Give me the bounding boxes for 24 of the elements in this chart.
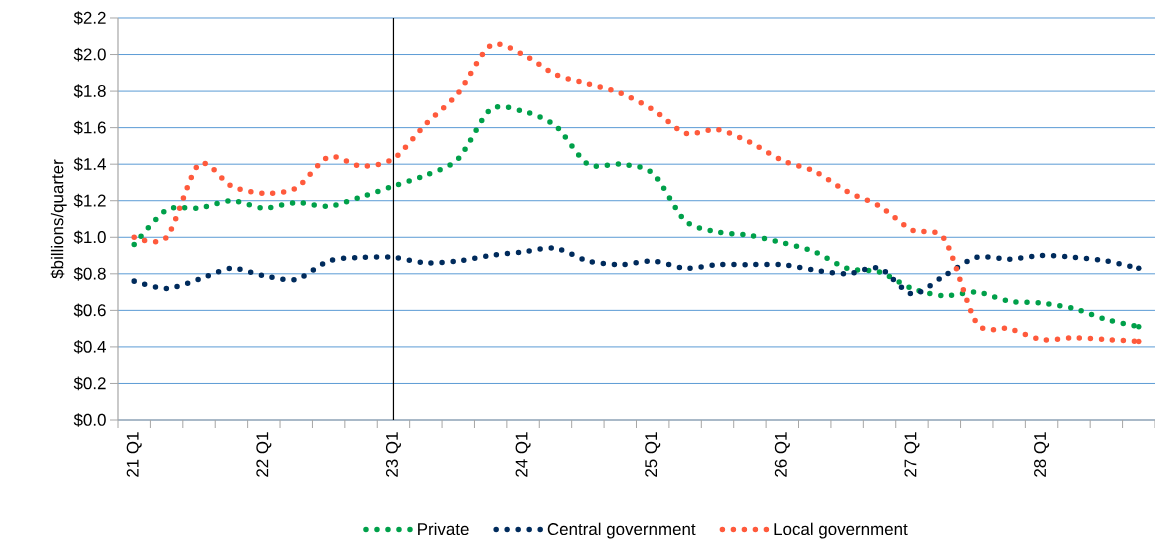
x-tick-label: 27 Q1 [904,432,920,477]
y-tick-label: $0.0 [73,413,106,427]
y-tick-label: $2.0 [73,47,106,62]
x-tick-label: 26 Q1 [774,432,790,477]
y-tick-label: $2.2 [73,11,106,25]
y-tick-label: $0.6 [73,303,106,318]
x-tick-label: 23 Q1 [385,432,401,477]
y-tick-label: $0.4 [73,340,106,354]
legend-label: Central government [547,522,696,539]
legend-label: Local government [774,522,908,539]
x-tick-label: 24 Q1 [515,432,531,477]
y-tick-label: $0.8 [73,266,106,281]
y-tick-label: $1.8 [73,84,106,98]
x-tick-label: 25 Q1 [645,432,661,477]
x-tick-label: 28 Q1 [1034,432,1050,477]
legend-label: Private [418,522,469,536]
y-tick-label: $1.2 [73,193,106,208]
y-tick-label: $0.2 [73,376,106,391]
y-tick-label: $1.4 [73,157,106,172]
y-tick-label: $1.0 [73,230,106,245]
y-tick-label: $1.6 [73,120,106,135]
x-tick-label: 22 Q1 [256,432,272,477]
x-tick-label: 21 Q1 [126,432,142,477]
y-axis-title: $billions/quarter [50,159,67,279]
